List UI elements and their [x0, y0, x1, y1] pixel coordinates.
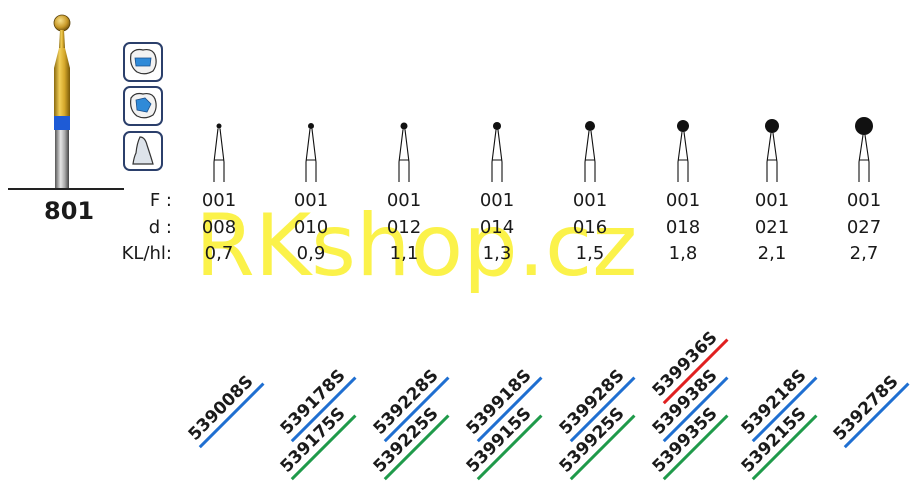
value-kl: 1,8 — [668, 243, 698, 264]
bur-head-silhouette-icon — [765, 119, 779, 182]
watermark: RKshop.cz — [195, 196, 638, 296]
value-kl: 1,1 — [389, 243, 419, 264]
value-F: 001 — [386, 190, 422, 211]
bur-head-silhouette-icon — [305, 123, 317, 182]
bur-head-silhouette-icon — [584, 121, 596, 182]
value-d: 027 — [846, 217, 882, 238]
value-d: 010 — [293, 217, 329, 238]
value-F: 001 — [293, 190, 329, 211]
value-d: 014 — [479, 217, 515, 238]
value-d: 018 — [665, 217, 701, 238]
base-line — [8, 188, 124, 190]
value-d: 012 — [386, 217, 422, 238]
value-F: 001 — [754, 190, 790, 211]
value-kl: 0,7 — [204, 243, 234, 264]
catalog-code: 539008S — [184, 371, 258, 445]
value-d: 016 — [572, 217, 608, 238]
tooth-occlusal-icon — [123, 42, 163, 82]
value-kl: 1,5 — [575, 243, 605, 264]
bur-head-silhouette-icon — [677, 120, 689, 182]
tooth-profile-icon — [123, 131, 163, 171]
bur-head-silhouette-icon — [855, 117, 873, 182]
value-F: 001 — [479, 190, 515, 211]
label-kl: KL/hl: — [121, 243, 172, 264]
bur-head-silhouette-icon — [213, 123, 225, 182]
bur-head-silhouette-icon — [491, 122, 503, 182]
value-F: 001 — [665, 190, 701, 211]
bur-illustration-icon — [53, 14, 71, 188]
value-d: 008 — [201, 217, 237, 238]
value-F: 001 — [846, 190, 882, 211]
label-f: F : — [149, 190, 172, 211]
value-kl: 0,9 — [296, 243, 326, 264]
value-kl: 1,3 — [482, 243, 512, 264]
tooth-cavity-icon — [123, 86, 163, 126]
value-d: 021 — [754, 217, 790, 238]
value-kl: 2,7 — [849, 243, 879, 264]
label-d: d : — [148, 217, 172, 238]
model-number: 801 — [44, 197, 95, 225]
catalog-code: 539278S — [829, 371, 903, 445]
value-F: 001 — [201, 190, 237, 211]
value-kl: 2,1 — [757, 243, 787, 264]
bur-head-silhouette-icon — [398, 122, 410, 182]
value-F: 001 — [572, 190, 608, 211]
